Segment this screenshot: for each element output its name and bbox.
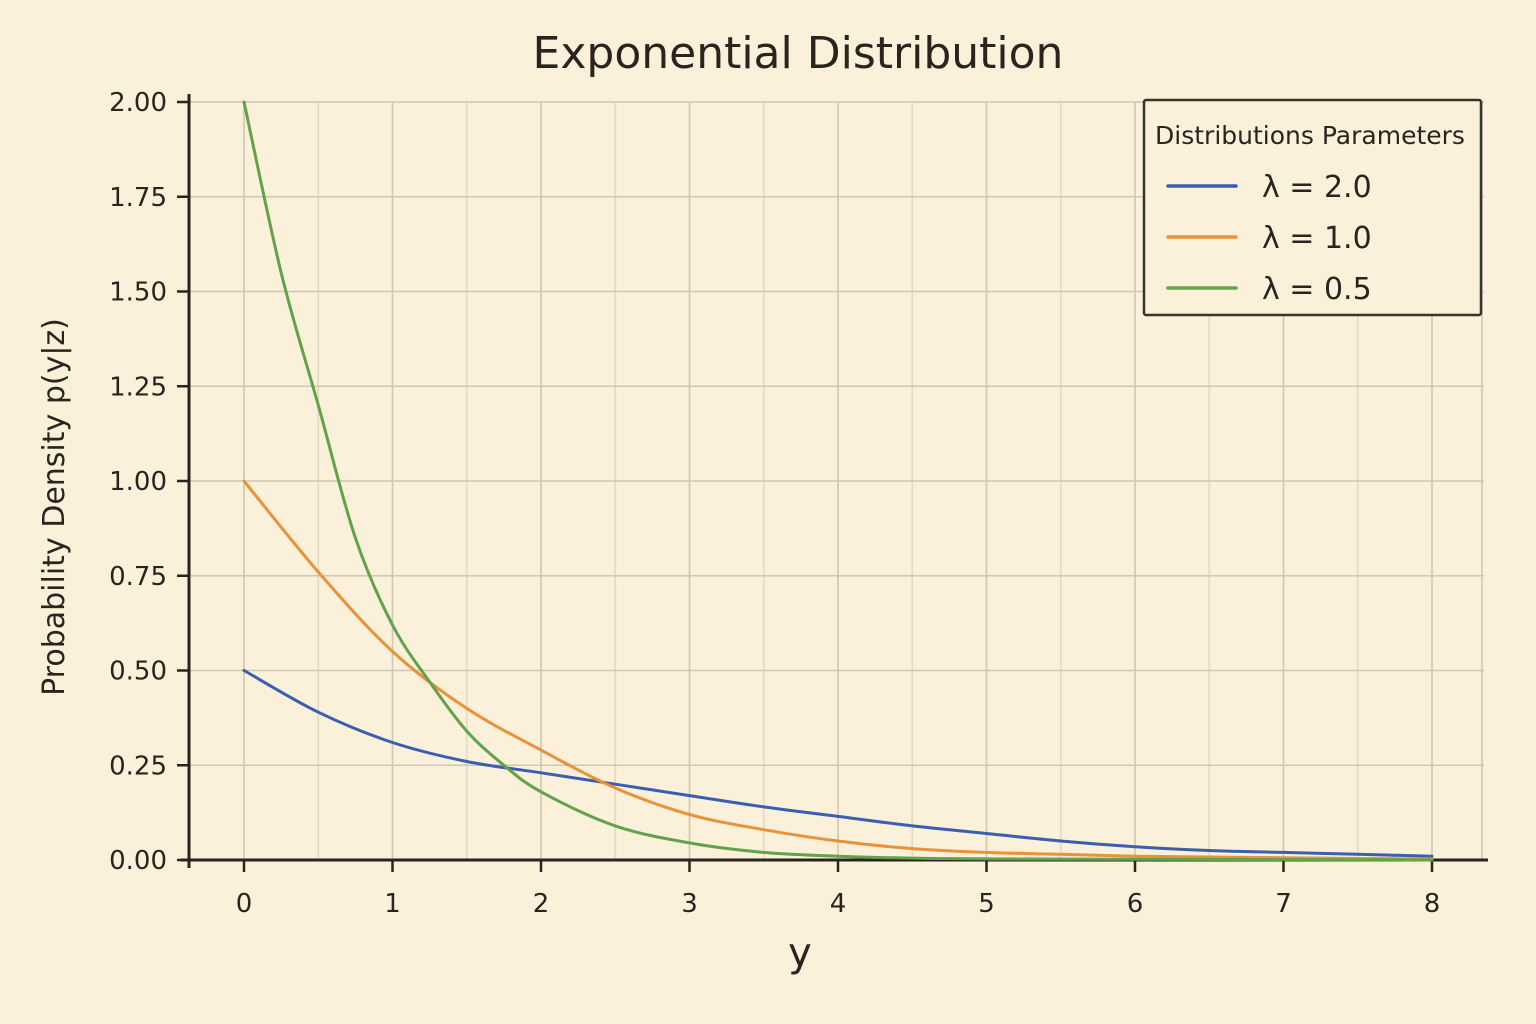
- series-line-1: [242, 669, 1434, 858]
- y-tick-label: 1.25: [109, 372, 167, 402]
- x-tick-label: 3: [681, 889, 698, 919]
- legend-title: Distributions Parameters: [1155, 121, 1465, 150]
- y-tick-label: 2.00: [109, 88, 167, 118]
- y-tick-label: 0.50: [109, 657, 167, 687]
- axes: 0.00 0.25 0.50 0.75 1.00 1.25 1.50 1.75 2.00 0 1 2 3…: [109, 88, 1488, 919]
- x-tick-label: 1: [384, 889, 401, 919]
- y-axis-label: Probability Density p(y|z): [37, 318, 72, 696]
- y-tick-label: 1.00: [109, 467, 167, 497]
- x-tick-label: 0: [236, 889, 253, 919]
- legend: Distributions Parameters λ = 2.0λ = 1.0λ…: [1142, 98, 1483, 317]
- x-tick-label: 8: [1424, 889, 1441, 919]
- legend-items: λ = 2.0 λ = 1.0 λ = 0.5: [1166, 170, 1372, 307]
- x-tick-label: 2: [533, 889, 550, 919]
- x-tick-label: 6: [1127, 889, 1144, 919]
- y-tick-label: 0.25: [109, 751, 167, 781]
- x-axis-label: y: [788, 930, 812, 976]
- series-line-3: [242, 100, 1434, 862]
- y-tick-label: 0.00: [109, 846, 167, 876]
- legend-label: λ = 2.0: [1262, 170, 1372, 205]
- series-lines: [242, 100, 1434, 862]
- x-tick-label: 7: [1275, 889, 1292, 919]
- chart-title: Exponential Distribution: [533, 28, 1064, 79]
- x-tick-label: 4: [830, 889, 847, 919]
- y-tick-label: 0.75: [109, 562, 167, 592]
- x-tick-label: 5: [978, 889, 995, 919]
- legend-label: λ = 0.5: [1262, 272, 1372, 307]
- y-tick-label: 1.75: [109, 183, 167, 213]
- legend-box: [1142, 98, 1483, 317]
- series-line-2: [242, 479, 1434, 861]
- legend-label: λ = 1.0: [1262, 221, 1372, 256]
- y-tick-label: 1.50: [109, 278, 167, 308]
